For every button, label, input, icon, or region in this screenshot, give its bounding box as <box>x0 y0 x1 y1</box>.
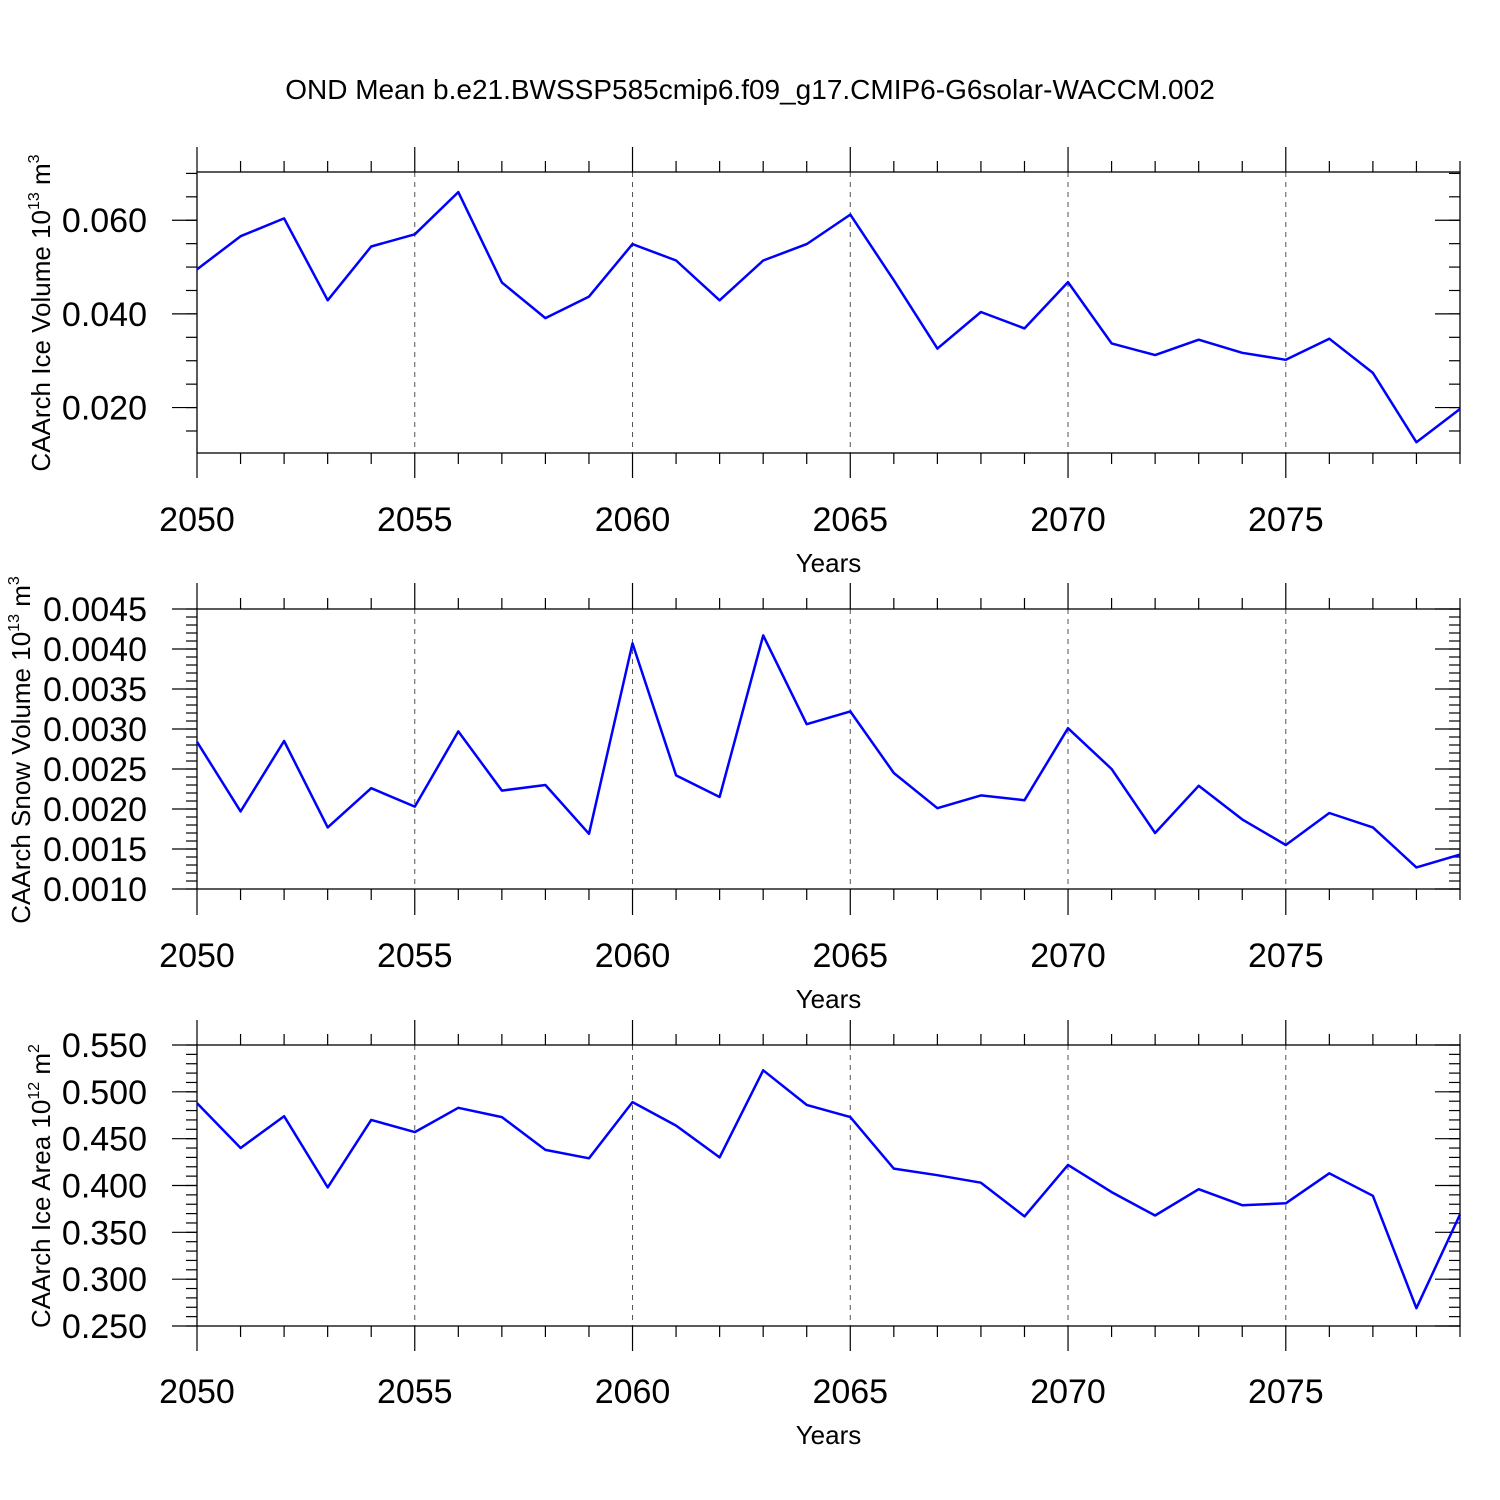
y-tick-label: 0.0015 <box>43 831 147 869</box>
x-tick-label: 2075 <box>1248 501 1324 539</box>
y-axis-label: CAArch Ice Area 1012 m2 <box>26 1044 56 1328</box>
series-line-ice-volume <box>196 190 1461 444</box>
y-tick-label: 0.060 <box>62 202 147 240</box>
x-tick-label: 2055 <box>377 501 453 539</box>
panels: 0.020 0.040 0.060 2050 2055 2060 2065 2070 2075 Y… <box>6 147 1462 1450</box>
x-tick-label: 2075 <box>1248 1373 1324 1411</box>
y-tick-label: 0.040 <box>62 296 147 334</box>
series-line-snow-volume <box>195 634 1461 869</box>
plot-frame <box>196 1044 1461 1327</box>
y-tick-label: 0.0025 <box>43 751 147 789</box>
x-tick-label: 2050 <box>159 1373 235 1411</box>
x-tick-label: 2060 <box>595 501 671 539</box>
y-tick-label: 0.550 <box>62 1027 147 1065</box>
y-tick-label: 0.400 <box>62 1168 147 1206</box>
plot-frame <box>196 171 1461 454</box>
panel-snow-volume: 0.00100.00150.00200.00250.00300.00350.00… <box>6 576 1461 1014</box>
y-tick-label: 0.300 <box>62 1261 147 1299</box>
y-tick-label: 0.0045 <box>43 591 147 629</box>
x-tick-label: 2060 <box>595 1373 671 1411</box>
y-tick-label: 0.020 <box>62 390 147 428</box>
x-tick-label: 2065 <box>812 937 888 975</box>
y-tick-label: 0.350 <box>62 1214 147 1252</box>
x-tick-label: 2070 <box>1030 1373 1106 1411</box>
y-tick-label: 0.500 <box>62 1074 147 1112</box>
x-tick-label: 2050 <box>159 937 235 975</box>
x-tick-label: 2075 <box>1248 937 1324 975</box>
x-tick-label: 2055 <box>377 1373 453 1411</box>
x-tick-label: 2070 <box>1030 501 1106 539</box>
x-axis-label: Years <box>796 548 862 578</box>
x-tick-label: 2065 <box>812 1373 888 1411</box>
x-tick-label: 2070 <box>1030 937 1106 975</box>
x-axis-label: Years <box>796 1420 862 1450</box>
x-tick-label: 2055 <box>377 937 453 975</box>
series-line-ice-area <box>196 1069 1462 1310</box>
figure-title: OND Mean b.e21.BWSSP585cmip6.f09_g17.CMI… <box>285 74 1215 105</box>
y-axis-label: CAArch Ice Volume 1013 m3 <box>26 154 56 471</box>
plot-frame <box>196 608 1461 890</box>
y-tick-label: 0.450 <box>62 1121 147 1159</box>
x-tick-label: 2060 <box>595 937 671 975</box>
y-tick-label: 0.250 <box>62 1308 147 1346</box>
y-tick-label: 0.0030 <box>43 711 147 749</box>
x-tick-label: 2050 <box>159 501 235 539</box>
panel-ice-volume: 0.020 0.040 0.060 2050 2055 2060 2065 2070 2075 Y… <box>26 147 1461 578</box>
y-tick-label: 0.0010 <box>43 871 147 909</box>
panel-ice-area: 0.250 0.300 0.350 0.400 0.450 0.500 0.550 2050 2… <box>26 1020 1462 1450</box>
x-tick-label: 2065 <box>812 501 888 539</box>
y-tick-label: 0.0040 <box>43 631 147 669</box>
y-tick-label: 0.0035 <box>43 671 147 709</box>
y-axis-label: CAArch Snow Volume 1013 m3 <box>6 576 36 924</box>
x-axis-label: Years <box>796 984 862 1014</box>
y-tick-label: 0.0020 <box>43 791 147 829</box>
